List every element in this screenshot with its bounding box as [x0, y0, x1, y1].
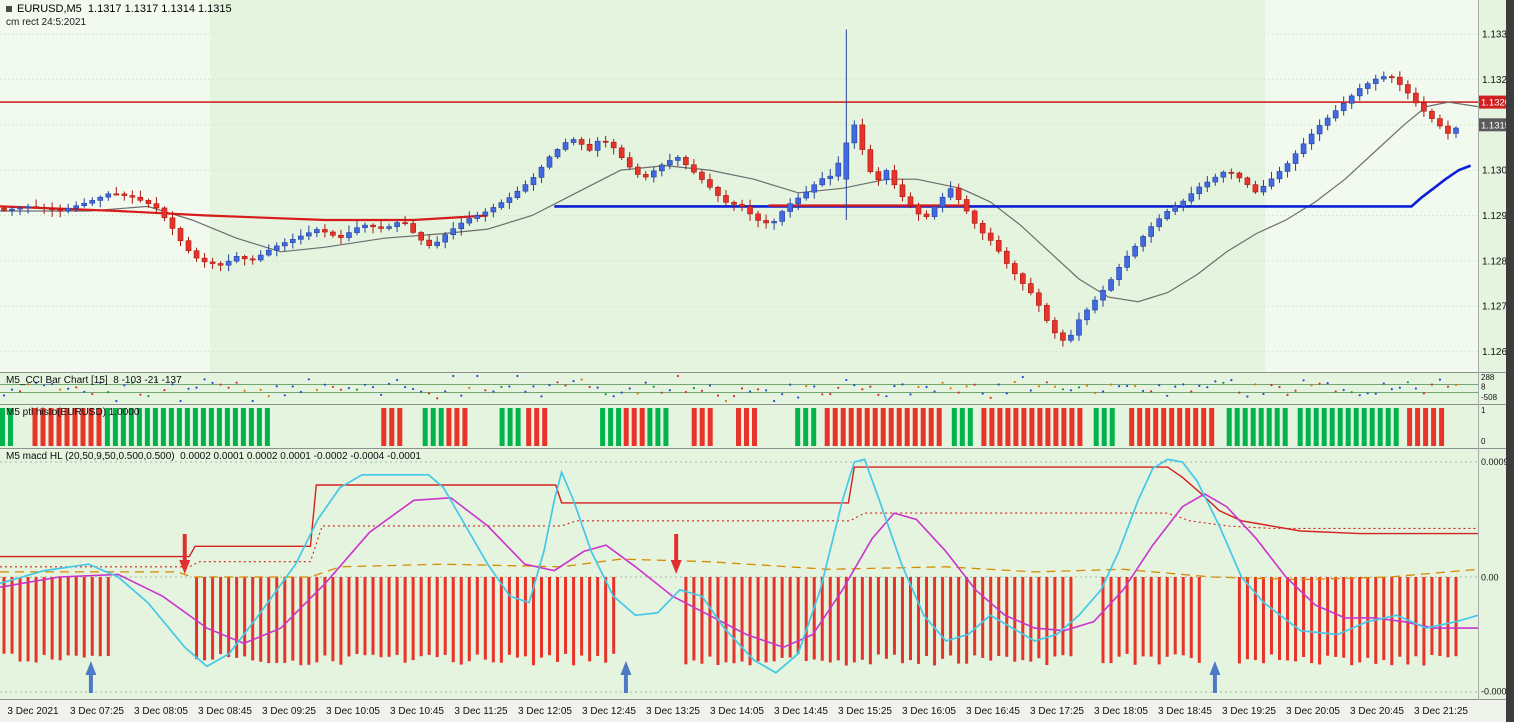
price-tick-label: 1.1265	[1482, 347, 1513, 358]
price-badge-text: 1.1320	[1481, 98, 1510, 109]
buy-signal-arrow	[620, 661, 632, 693]
time-tick-label: 3 Dec 10:05	[326, 706, 380, 717]
time-axis-strip	[0, 700, 1514, 722]
cci-indicator	[0, 374, 1478, 403]
time-tick-label: 3 Dec 08:45	[198, 706, 252, 717]
ptl-axis-label: 1	[1481, 406, 1486, 415]
price-tick-label: 1.1275	[1482, 302, 1513, 313]
time-tick-label: 3 Dec 14:05	[710, 706, 764, 717]
macd-pane[interactable]	[0, 449, 1478, 699]
cm-rect-indicator-label: cm rect 24:5:2021	[6, 17, 87, 28]
ptl-pane[interactable]	[0, 405, 1478, 448]
symbol-ohlc-text: EURUSD,M5 1.1317 1.1317 1.1314 1.1315	[17, 3, 232, 15]
hline-price-badge: 1.1320	[1479, 95, 1510, 109]
price-tick-label: 1.1305	[1482, 166, 1513, 177]
time-tick-label: 3 Dec 17:25	[1030, 706, 1084, 717]
ptl-histogram	[0, 408, 1445, 446]
cci-pane-title: M5_CCI Bar Chart [15] 8 -103 -21 -137	[6, 375, 182, 386]
time-tick-label: 3 Dec 14:45	[774, 706, 828, 717]
macd-histogram	[2, 577, 1458, 666]
window-right-edge	[1506, 0, 1514, 722]
last-price-badge: 1.1315	[1479, 118, 1510, 132]
candlestick-series	[1, 29, 1459, 347]
symbol-marker-icon	[6, 6, 12, 12]
sell-signal-arrow	[179, 534, 191, 574]
time-tick-label: 3 Dec 13:25	[646, 706, 700, 717]
ptl-pane-title: M5 ptl histo(EURUSD) 1.0000	[6, 407, 140, 418]
ptl-axis-label: 0	[1481, 437, 1486, 446]
price-badge-text: 1.1315	[1481, 120, 1510, 131]
slow-ma-line	[0, 101, 1479, 303]
macd-dotted-line	[0, 512, 1478, 568]
time-tick-label: 3 Dec 21:25	[1414, 706, 1468, 717]
time-tick-label: 3 Dec 20:45	[1350, 706, 1404, 717]
cci-axis-label: -508	[1481, 393, 1498, 402]
macd-indicator	[0, 458, 1479, 693]
cci-axis-label: 288	[1481, 373, 1495, 382]
time-tick-label: 3 Dec 18:45	[1158, 706, 1212, 717]
time-tick-label: 3 Dec 12:05	[518, 706, 572, 717]
time-tick-label: 3 Dec 2021	[7, 706, 59, 717]
macd-axis-label: 0.00	[1481, 573, 1499, 583]
chart-header: EURUSD,M5 1.1317 1.1317 1.1314 1.1315	[6, 3, 232, 15]
buy-signal-arrow	[85, 661, 97, 693]
price-tick-label: 1.1325	[1482, 75, 1513, 86]
buy-signal-arrow	[1209, 661, 1221, 693]
time-tick-label: 3 Dec 16:05	[902, 706, 956, 717]
time-tick-label: 3 Dec 07:25	[70, 706, 124, 717]
time-tick-label: 3 Dec 09:25	[262, 706, 316, 717]
sell-signal-arrow	[670, 534, 682, 574]
price-axis[interactable]	[1478, 0, 1506, 700]
time-tick-label: 3 Dec 10:45	[390, 706, 444, 717]
cci-pane[interactable]	[0, 373, 1478, 404]
time-tick-label: 3 Dec 15:25	[838, 706, 892, 717]
cci-axis-label: 8	[1481, 383, 1486, 392]
time-tick-label: 3 Dec 12:45	[582, 706, 636, 717]
macd-pane-title: M5 macd HL (20,50,9,50,0.500,0.500) 0.00…	[6, 451, 421, 462]
macd-upper-line	[0, 466, 1478, 558]
time-tick-label: 3 Dec 18:05	[1094, 706, 1148, 717]
time-tick-label: 3 Dec 20:05	[1286, 706, 1340, 717]
macd-main-line	[0, 458, 1479, 674]
session-bands	[0, 0, 1478, 372]
time-axis[interactable]	[0, 700, 1506, 722]
red-ma-line	[0, 205, 488, 222]
blue-ma-line	[554, 164, 1472, 208]
price-tick-label: 1.1285	[1482, 256, 1513, 267]
time-tick-label: 3 Dec 19:25	[1222, 706, 1276, 717]
price-tick-label: 1.1295	[1482, 211, 1513, 222]
time-axis-labels: 3 Dec 2021 3 Dec 07:25 3 Dec 08:05 3 Dec 08…	[7, 706, 1468, 717]
indicator-axis-labels: 2888-508 1 0 0.0009 0.00 -0.0009	[1481, 373, 1512, 697]
time-tick-label: 3 Dec 11:25	[454, 706, 508, 717]
main-chart-pane[interactable]	[0, 0, 1478, 372]
price-tick-label: 1.1335	[1482, 30, 1513, 41]
macd-signal-line	[0, 492, 1478, 649]
time-tick-label: 3 Dec 08:05	[134, 706, 188, 717]
macd-axis-label: -0.0009	[1481, 687, 1512, 697]
time-tick-label: 3 Dec 16:45	[966, 706, 1020, 717]
macd-axis-label: 0.0009	[1481, 457, 1509, 467]
